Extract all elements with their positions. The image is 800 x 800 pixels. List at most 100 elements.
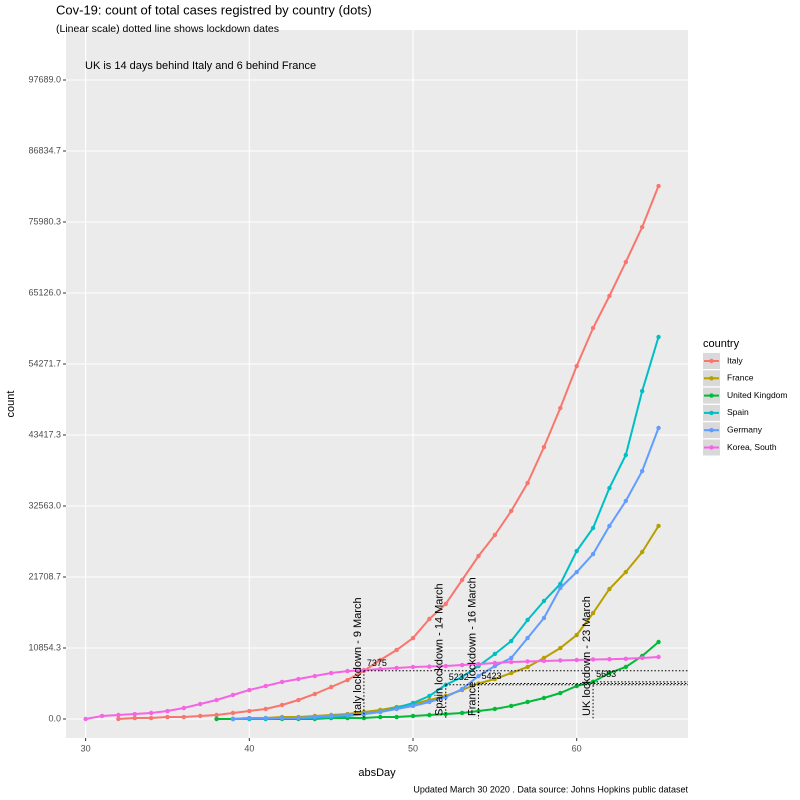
data-point bbox=[410, 713, 416, 719]
data-point bbox=[459, 686, 465, 692]
data-point bbox=[656, 654, 661, 660]
data-point bbox=[443, 663, 448, 669]
data-point bbox=[623, 569, 628, 575]
data-point bbox=[296, 697, 301, 703]
data-point bbox=[410, 664, 416, 670]
data-point bbox=[639, 655, 645, 661]
data-point bbox=[656, 334, 661, 340]
data-point bbox=[165, 714, 170, 720]
data-point bbox=[116, 712, 121, 718]
y-tick-label: 97689.0 bbox=[28, 74, 61, 84]
data-point bbox=[312, 673, 317, 679]
data-point bbox=[525, 664, 530, 670]
grid bbox=[66, 30, 688, 738]
data-point bbox=[558, 585, 563, 591]
data-point bbox=[312, 691, 317, 697]
data-point bbox=[378, 714, 383, 720]
data-point bbox=[607, 523, 612, 529]
data-point bbox=[574, 548, 579, 554]
lockdown-label: Italy lockdown - 9 March bbox=[352, 597, 364, 716]
lockdown-label: France lockdown - 16 March bbox=[466, 577, 478, 716]
chart-title: Cov-19: count of total cases registred b… bbox=[56, 2, 372, 17]
data-point bbox=[230, 716, 236, 722]
legend-point bbox=[709, 428, 714, 433]
data-point bbox=[328, 670, 334, 676]
data-point bbox=[558, 658, 563, 663]
data-point bbox=[607, 293, 612, 299]
annotation: UK is 14 days behind Italy and 6 behind … bbox=[85, 60, 316, 72]
data-point bbox=[459, 674, 465, 680]
data-point bbox=[312, 714, 317, 720]
data-point bbox=[99, 713, 105, 719]
legend-point bbox=[709, 393, 714, 398]
data-point bbox=[230, 710, 236, 716]
x-tick-label: 30 bbox=[81, 743, 91, 753]
y-tick-label: 21708.7 bbox=[28, 571, 61, 581]
y-tick-label: 32563.0 bbox=[28, 500, 61, 510]
data-point bbox=[198, 713, 203, 719]
data-point bbox=[116, 716, 121, 722]
data-point bbox=[541, 695, 547, 701]
data-point bbox=[427, 664, 432, 669]
data-point bbox=[214, 716, 219, 722]
data-point bbox=[476, 661, 481, 667]
data-point bbox=[378, 657, 383, 663]
data-point bbox=[639, 468, 645, 474]
y-tick-label: 86834.7 bbox=[28, 145, 61, 155]
data-point bbox=[459, 577, 465, 583]
legend-label: France bbox=[727, 373, 754, 383]
marks bbox=[83, 183, 661, 722]
panel bbox=[66, 30, 688, 738]
data-point bbox=[247, 708, 252, 714]
data-point bbox=[492, 676, 498, 682]
data-point bbox=[181, 705, 187, 711]
data-point bbox=[509, 659, 514, 665]
data-point bbox=[656, 523, 661, 529]
data-point bbox=[623, 452, 628, 458]
legend-label: United Kingdom bbox=[727, 390, 787, 400]
data-point bbox=[345, 677, 350, 683]
data-point bbox=[656, 639, 661, 645]
lockdown-value: 5683 bbox=[596, 669, 616, 679]
data-point bbox=[525, 617, 530, 623]
data-point bbox=[83, 716, 88, 722]
data-point bbox=[279, 702, 285, 708]
data-point bbox=[279, 715, 285, 721]
data-point bbox=[525, 699, 530, 705]
data-point bbox=[525, 480, 530, 486]
data-point bbox=[443, 601, 448, 607]
caption: Updated March 30 2020 . Data source: Joh… bbox=[413, 784, 688, 794]
data-point bbox=[214, 712, 219, 718]
data-point bbox=[623, 498, 628, 504]
data-point bbox=[394, 714, 399, 720]
data-point bbox=[607, 670, 612, 676]
legend-title: country bbox=[703, 338, 740, 350]
data-point bbox=[492, 660, 498, 666]
data-point bbox=[345, 668, 350, 674]
data-point bbox=[394, 706, 399, 712]
data-point bbox=[443, 694, 448, 700]
data-point bbox=[509, 655, 514, 661]
legend-label: Italy bbox=[727, 355, 743, 365]
data-point bbox=[410, 700, 416, 706]
data-point bbox=[132, 715, 137, 721]
series-line bbox=[85, 656, 659, 720]
lockdown-value: 5423 bbox=[481, 671, 501, 681]
legend-label: Germany bbox=[727, 424, 763, 434]
data-point bbox=[541, 615, 547, 621]
data-point bbox=[623, 259, 628, 265]
data-point bbox=[541, 444, 547, 450]
data-point bbox=[410, 703, 416, 709]
data-point bbox=[148, 715, 154, 721]
data-point bbox=[378, 709, 383, 715]
data-point bbox=[427, 712, 432, 718]
data-point bbox=[476, 553, 481, 559]
data-point bbox=[525, 635, 530, 641]
data-point bbox=[181, 714, 187, 720]
data-point bbox=[361, 715, 367, 721]
data-point bbox=[328, 684, 334, 690]
legend-point bbox=[709, 358, 714, 364]
data-point bbox=[214, 697, 219, 703]
x-tick-label: 40 bbox=[244, 743, 254, 753]
data-point bbox=[574, 363, 579, 369]
